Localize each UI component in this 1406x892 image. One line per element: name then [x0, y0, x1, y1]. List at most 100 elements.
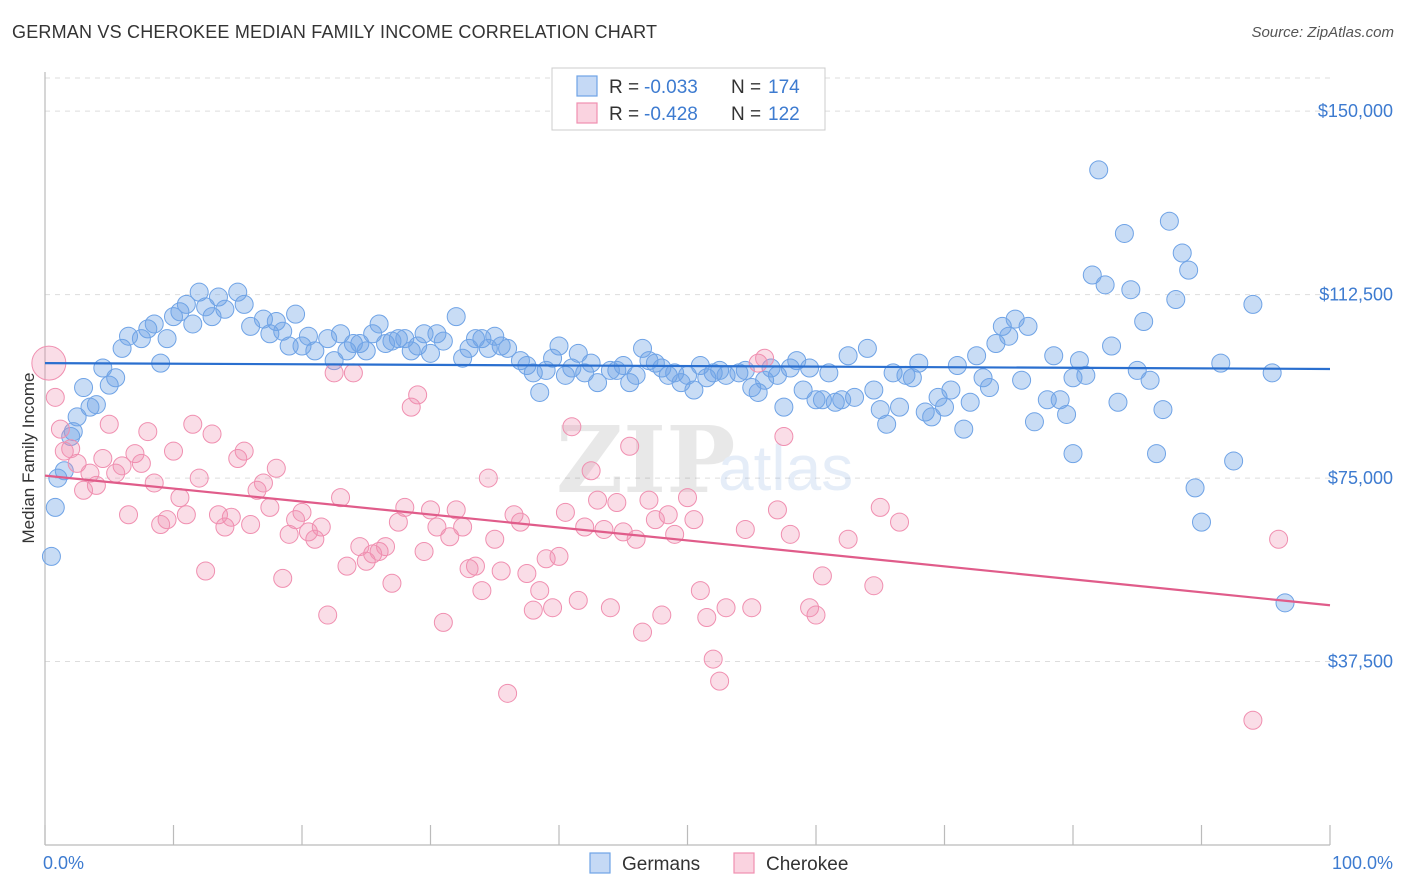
point-germans: [755, 370, 775, 390]
point-cherokee: [543, 598, 563, 618]
point-cherokee: [228, 449, 248, 468]
y-axis-title: Median Family Income: [19, 372, 38, 543]
point-germans: [228, 282, 248, 302]
axes: [44, 72, 1331, 846]
point-germans: [922, 407, 942, 427]
y-tick-label: $37,500: [1328, 652, 1393, 672]
point-cherokee: [369, 541, 389, 561]
point-germans: [1082, 265, 1102, 285]
point-germans: [433, 331, 453, 351]
chart-source: Source: ZipAtlas.com: [1251, 24, 1394, 41]
point-germans: [138, 319, 158, 339]
point-cherokee: [710, 671, 730, 691]
point-germans: [1262, 363, 1282, 383]
point-germans: [318, 329, 338, 349]
point-cherokee: [144, 473, 164, 493]
point-germans: [845, 387, 865, 407]
point-germans: [909, 353, 929, 373]
bottom-legend-swatch-germans: [589, 852, 611, 874]
x-tick-label-max: 100.0%: [1332, 853, 1393, 873]
watermark: ZIP atlas: [556, 406, 853, 514]
point-cherokee: [890, 512, 910, 532]
point-germans: [1166, 289, 1186, 309]
point-germans: [1172, 243, 1192, 263]
point-germans: [941, 380, 961, 400]
point-germans: [41, 546, 61, 566]
point-cherokee: [530, 581, 550, 601]
point-germans: [979, 378, 999, 398]
point-cherokee: [498, 683, 518, 703]
point-cherokee: [80, 463, 100, 483]
point-cherokee: [465, 556, 485, 576]
point-germans: [388, 329, 408, 349]
point-germans: [633, 338, 653, 358]
point-cherokee: [125, 444, 145, 464]
point-germans: [1012, 370, 1032, 390]
point-germans: [183, 314, 203, 334]
point-germans: [1108, 392, 1128, 412]
point-cherokee: [273, 568, 293, 588]
point-cherokee: [395, 497, 415, 517]
point-cherokee: [427, 517, 447, 537]
point-cherokee: [305, 529, 325, 549]
bottom-legend-swatch-cherokee: [733, 852, 755, 874]
watermark-atlas: atlas: [718, 432, 853, 504]
point-cherokee: [806, 605, 826, 625]
point-cherokee: [253, 473, 273, 493]
point-cherokee: [318, 605, 338, 625]
legend-r-value-germans: -0.033: [644, 77, 698, 98]
point-germans: [530, 382, 550, 402]
point-cherokee: [67, 453, 87, 473]
point-cherokee: [298, 522, 318, 542]
point-germans: [1275, 593, 1295, 613]
point-germans: [498, 338, 518, 358]
legend-r-value-cherokee: -0.428: [644, 104, 698, 125]
point-cherokee: [581, 461, 601, 481]
point-cherokee: [356, 551, 376, 571]
point-germans: [266, 312, 286, 332]
point-germans: [857, 338, 877, 358]
point-cherokee: [478, 468, 498, 488]
point-germans: [864, 380, 884, 400]
point-cherokee: [594, 519, 614, 539]
point-germans: [652, 358, 672, 378]
point-germans: [581, 353, 601, 373]
y-tick-label: $150,000: [1318, 101, 1393, 121]
point-cherokee: [658, 505, 678, 525]
point-cherokee: [864, 576, 884, 596]
point-cherokee: [690, 581, 710, 601]
point-germans: [1192, 512, 1211, 532]
point-germans: [1147, 444, 1167, 464]
point-cherokee: [119, 505, 139, 525]
point-germans: [421, 343, 440, 363]
point-cherokee: [684, 510, 704, 530]
point-cherokee: [600, 598, 620, 618]
x-tick-label-min: 0.0%: [43, 853, 84, 873]
legend-swatch-germans: [576, 75, 598, 97]
point-germans: [1153, 400, 1173, 420]
point-cherokee: [99, 414, 119, 434]
point-cherokee: [800, 598, 820, 618]
point-cherokee: [453, 517, 473, 537]
legend-r-label-cherokee: R =: [609, 104, 639, 125]
y-tick-labels: $37,500 $75,000 $112,500 $150,000: [1318, 101, 1393, 671]
point-germans: [806, 390, 826, 410]
point-germans: [350, 334, 370, 354]
point-cherokee: [266, 458, 286, 478]
point-germans: [1057, 404, 1077, 424]
point-germans: [1121, 280, 1141, 300]
point-germans: [427, 324, 447, 344]
point-germans: [1095, 275, 1115, 295]
point-cherokee: [414, 541, 434, 561]
point-germans: [170, 302, 190, 322]
point-cherokee: [472, 581, 492, 601]
point-germans: [915, 402, 935, 422]
point-germans: [446, 307, 466, 327]
point-cherokee: [176, 505, 196, 525]
legend-n-label-cherokee: N =: [731, 104, 761, 125]
point-cherokee: [286, 510, 306, 530]
point-germans: [1179, 260, 1199, 280]
point-germans: [86, 395, 106, 415]
point-cherokee: [151, 515, 171, 535]
